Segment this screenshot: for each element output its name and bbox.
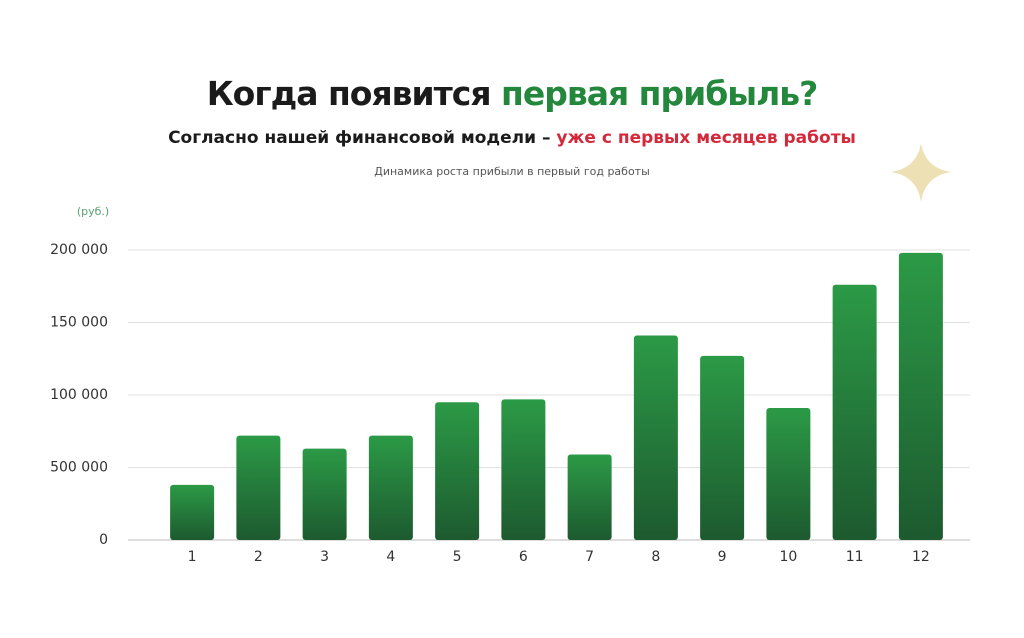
x-tick-label: 1 [188, 549, 197, 565]
bar [302, 448, 347, 540]
x-tick-label: 5 [453, 549, 462, 565]
caption: Динамика роста прибыли в первый год рабо… [374, 165, 650, 178]
x-tick-label: 8 [651, 549, 660, 565]
bar [501, 399, 546, 540]
bar [435, 402, 480, 540]
y-tick-label: 100 000 [50, 387, 108, 403]
chart-title: Когда появится первая прибыль? [207, 74, 818, 113]
bar [170, 484, 215, 540]
star-decoration [891, 143, 951, 202]
bar [700, 355, 745, 540]
bar [832, 284, 877, 540]
x-tick-label: 9 [718, 549, 727, 565]
x-tick-label: 4 [386, 549, 395, 565]
bar [898, 252, 943, 540]
bar [236, 435, 281, 540]
title-part: первая прибыль? [501, 74, 817, 113]
x-tick-label: 10 [779, 549, 797, 565]
bar [633, 335, 678, 540]
y-unit: (руб.) [77, 205, 109, 218]
y-tick-label: 200 000 [50, 242, 108, 258]
subtitle-part: уже с первых месяцев работы [556, 128, 856, 148]
y-tick-label: 150 000 [50, 315, 108, 331]
bar [567, 454, 612, 540]
subtitle: Согласно нашей финансовой модели – уже с… [168, 128, 856, 148]
y-tick-label: 500 000 [50, 460, 108, 476]
y-tick-label: 0 [99, 532, 108, 548]
x-tick-label: 2 [254, 549, 263, 565]
bar [368, 435, 413, 540]
x-tick-label: 6 [519, 549, 528, 565]
title-part: Когда появится [207, 74, 501, 113]
subtitle-part: Согласно нашей финансовой модели – [168, 128, 556, 148]
x-tick-label: 3 [320, 549, 329, 565]
bar [766, 408, 811, 540]
x-tick-label: 11 [846, 549, 864, 565]
x-tick-label: 7 [585, 549, 594, 565]
x-tick-label: 12 [912, 549, 930, 565]
